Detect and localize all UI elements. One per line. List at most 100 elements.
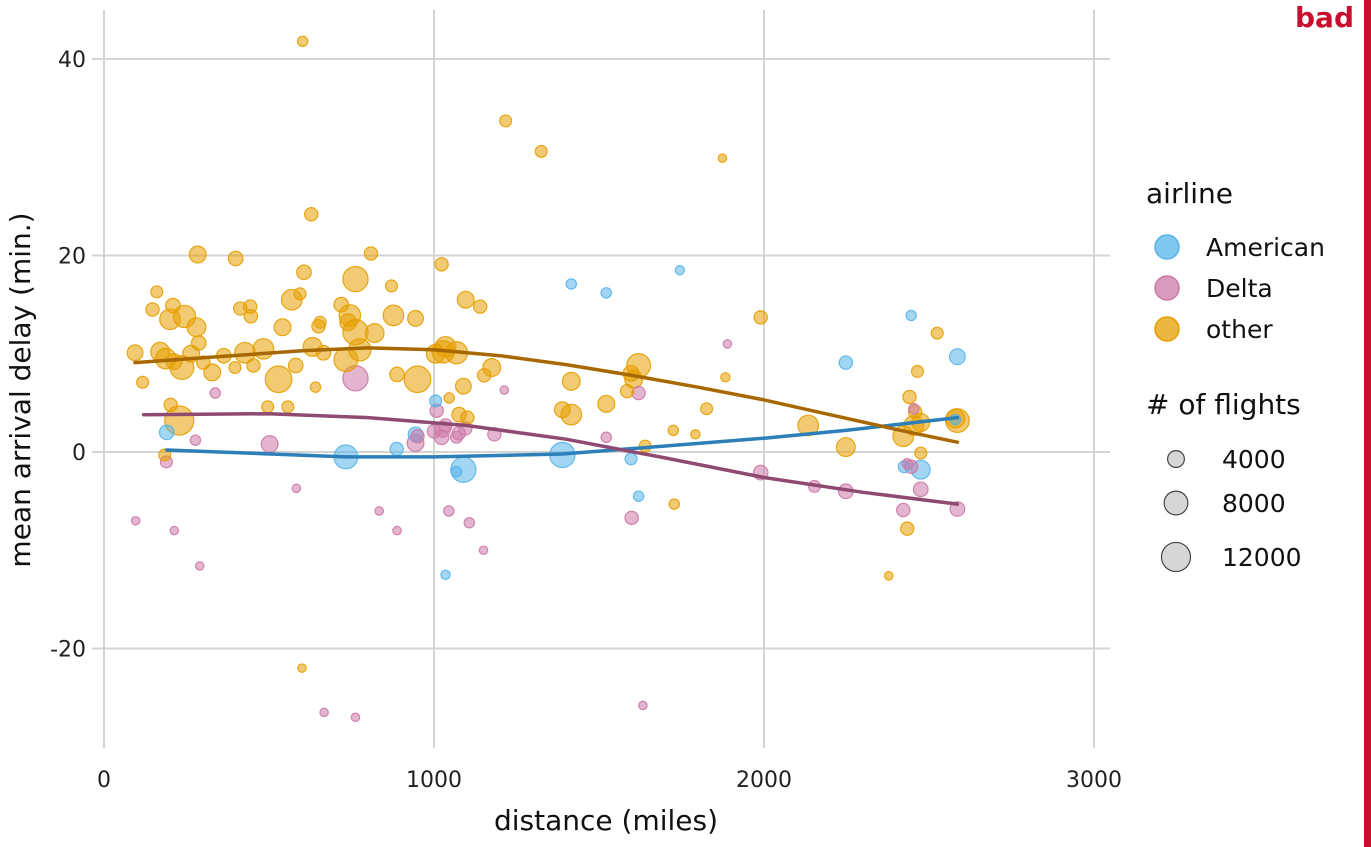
- point-other: [364, 323, 385, 344]
- point-other: [499, 114, 513, 128]
- point-other: [126, 344, 144, 362]
- point-other: [150, 285, 164, 299]
- size-legend-label: 8000: [1222, 489, 1286, 518]
- point-other: [339, 313, 358, 332]
- legend-label-other: other: [1206, 315, 1273, 344]
- point-delta: [896, 502, 911, 518]
- point-other: [296, 264, 312, 281]
- legend-swatch-american: [1154, 234, 1180, 260]
- point-delta: [260, 435, 279, 454]
- point-delta: [350, 712, 361, 723]
- point-other: [456, 290, 475, 309]
- point-other: [460, 410, 475, 425]
- point-other: [914, 446, 928, 460]
- point-other: [333, 296, 350, 313]
- point-american: [624, 452, 638, 466]
- point-other: [407, 309, 424, 327]
- point-other: [313, 315, 327, 329]
- point-other: [293, 287, 307, 301]
- point-other: [203, 363, 222, 382]
- point-other: [902, 389, 917, 405]
- point-other: [690, 429, 701, 440]
- size-legend-circle: [1166, 450, 1185, 469]
- y-tick-label: 40: [58, 48, 86, 73]
- point-other: [553, 401, 571, 419]
- point-delta: [912, 481, 929, 498]
- grid-lines: [92, 10, 1110, 748]
- point-other: [476, 368, 492, 383]
- y-tick-label: -20: [50, 638, 86, 663]
- legend-swatch-delta: [1154, 275, 1180, 301]
- point-delta: [478, 545, 489, 556]
- point-delta: [169, 525, 180, 536]
- point-american: [389, 441, 404, 457]
- point-other: [668, 498, 680, 510]
- y-tick-label: 0: [72, 441, 86, 466]
- point-other: [296, 35, 309, 48]
- point-other: [342, 265, 369, 293]
- size-legend-label: 4000: [1222, 445, 1286, 474]
- point-american: [905, 309, 917, 322]
- point-american: [600, 287, 613, 299]
- legend-label-delta: Delta: [1206, 274, 1273, 303]
- point-other: [384, 279, 398, 293]
- point-other: [228, 360, 242, 375]
- point-delta: [392, 525, 402, 536]
- y-axis-title: mean arrival delay (min.): [4, 212, 37, 567]
- color-legend: American Delta other: [1154, 233, 1325, 344]
- point-delta: [908, 403, 920, 415]
- point-other: [883, 570, 894, 581]
- point-delta: [901, 458, 913, 470]
- x-axis: 0 1000 2000 3000: [97, 768, 1122, 793]
- point-other: [227, 250, 244, 267]
- x-tick-label: 2000: [736, 768, 792, 793]
- point-delta: [410, 429, 425, 444]
- bad-badge: bad: [1295, 1, 1354, 34]
- x-axis-title: distance (miles): [494, 804, 718, 837]
- point-american: [565, 278, 578, 290]
- point-other: [382, 304, 405, 327]
- point-other: [309, 381, 322, 393]
- point-delta: [463, 516, 476, 529]
- point-other: [403, 365, 432, 394]
- point-other: [145, 302, 160, 317]
- y-axis: -20 0 20 40: [50, 48, 86, 663]
- point-other: [190, 335, 207, 351]
- point-other: [287, 357, 304, 374]
- point-other: [243, 309, 259, 324]
- y-tick-label: 20: [58, 245, 86, 270]
- bad-indicator-bar: [1364, 0, 1371, 847]
- point-other: [186, 317, 207, 338]
- point-other: [619, 383, 635, 399]
- point-delta: [291, 483, 302, 494]
- x-tick-label: 1000: [406, 768, 462, 793]
- point-other: [534, 144, 548, 158]
- point-other: [252, 337, 275, 360]
- point-other: [443, 392, 455, 404]
- trend-line-delta: [141, 411, 960, 506]
- point-delta: [130, 515, 141, 526]
- point-other: [158, 448, 172, 462]
- point-other: [700, 402, 714, 416]
- point-delta: [426, 424, 442, 439]
- point-delta: [722, 339, 733, 349]
- point-american: [450, 465, 463, 478]
- point-other: [163, 397, 178, 413]
- point-other: [561, 371, 581, 391]
- point-delta: [449, 430, 463, 444]
- trend-line-other: [133, 346, 960, 444]
- point-delta: [209, 387, 221, 399]
- point-other: [188, 245, 207, 264]
- point-other: [246, 358, 261, 373]
- point-american: [440, 569, 451, 581]
- point-other: [930, 326, 944, 340]
- color-legend-title: airline: [1146, 177, 1233, 210]
- trend-line-american: [164, 415, 960, 459]
- point-american: [674, 265, 686, 276]
- trend-lines: [133, 346, 960, 506]
- point-other: [899, 521, 915, 536]
- point-american: [632, 490, 645, 502]
- point-other: [264, 365, 293, 394]
- point-other: [273, 318, 292, 337]
- point-delta: [319, 707, 329, 718]
